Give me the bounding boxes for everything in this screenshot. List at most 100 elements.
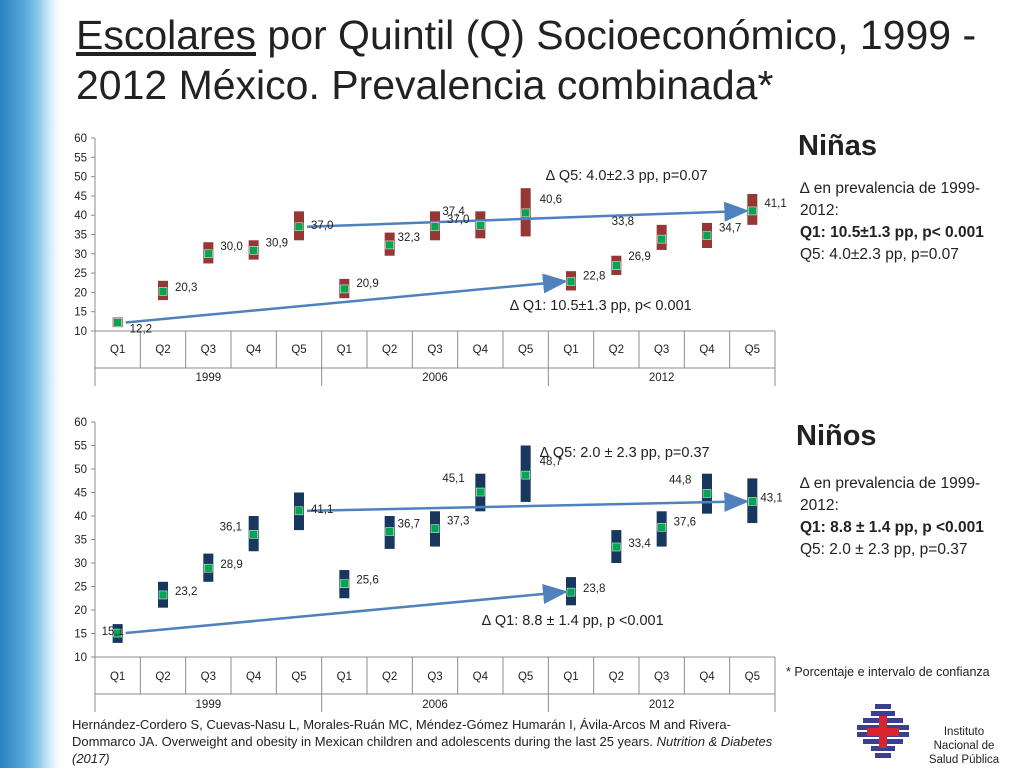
y-tick-label: 15 [74,307,87,319]
data-label: 33,4 [628,538,651,550]
annotation-q1: ∆ Q1: 10.5±1.3 pp, p< 0.001 [510,298,692,314]
x-group-label: 1999 [196,372,222,384]
y-tick-label: 35 [74,535,87,547]
x-tick-label: Q4 [246,671,262,683]
data-label: 25,6 [356,575,378,587]
trend-arrow-q1 [125,273,568,324]
data-point [702,231,712,240]
x-tick-label: Q5 [745,344,760,356]
data-label: 37,4 [442,206,465,218]
x-tick-label: Q1 [337,671,352,683]
data-point [566,277,576,286]
x-tick-label: Q5 [518,671,533,683]
y-tick-label: 15 [74,629,87,641]
panel-title-ninos: Niños [796,420,877,452]
data-label: 23,8 [583,583,605,595]
y-tick-label: 45 [74,488,87,500]
y-tick-label: 50 [74,172,87,184]
x-tick-label: Q1 [563,671,578,683]
data-label: 41,1 [311,504,333,516]
y-tick-label: 30 [74,558,87,570]
annotation-q1: ∆ Q1: 8.8 ± 1.4 pp, p <0.001 [482,613,664,629]
data-label: 28,9 [220,559,242,571]
logo-text: Instituto Nacional de Salud Pública [928,726,1000,766]
data-label: 37,6 [674,516,696,528]
y-tick-label: 40 [74,210,87,222]
data-label: 23,2 [175,586,197,598]
data-label: 37,0 [311,220,333,232]
data-point [748,497,757,506]
data-label: 33,8 [612,216,634,228]
note-ninas-line1: ∆ en prevalencia de 1999-2012: [800,180,981,219]
data-label: 48,7 [540,456,562,468]
chart-ninas: 60 55 50 45 40 35 30 25 20 15 10 Q1 Q2 Q3 Q4 Q5 Q1 Q2 Q3 Q4… [74,133,787,386]
slide-title-underlined: Escolares [76,12,257,58]
data-point [294,222,304,232]
data-label: 36,1 [220,521,242,533]
data-point [158,590,168,600]
data-point [113,628,122,638]
data-point [204,563,213,573]
note-ninas-line3: Q5: 4.0±2.3 pp, p=0.07 [800,246,959,263]
x-tick-label: Q1 [337,344,352,356]
x-tick-label: Q5 [291,671,306,683]
slide-title-rest: por Quintil (Q) Socioeconómico, 1999 - 2… [76,12,977,108]
data-point [158,286,168,296]
data-point [476,220,485,230]
x-tick-label: Q2 [382,344,397,356]
data-label: 26,9 [628,251,650,263]
data-point [612,542,621,552]
x-tick-label: Q3 [654,671,669,683]
data-point [340,579,349,588]
trend-arrow-q1 [125,584,568,635]
annotation-q5: ∆ Q5: 2.0 ± 2.3 pp, p=0.37 [540,445,710,461]
x-tick-label: Q3 [427,344,442,356]
citation-text: Hernández-Cordero S, Cuevas-Nasu L, Mora… [72,717,731,749]
data-label: 22,8 [583,271,605,283]
y-tick-label: 30 [74,249,87,261]
x-tick-label: Q4 [473,344,489,356]
slide-title: Escolares por Quintil (Q) Socioeconómico… [76,10,1006,110]
data-point [294,506,304,516]
panel-title-ninas: Niñas [798,130,877,162]
data-point [748,206,757,216]
x-tick-label: Q3 [201,671,216,683]
data-label: 34,7 [719,223,741,235]
y-tick-label: 40 [74,511,87,523]
data-point [113,318,122,327]
footnote: * Porcentaje e intervalo de confianza [786,665,990,679]
data-label: 12,2 [130,324,152,336]
x-tick-label: Q2 [155,671,170,683]
data-label: 37,3 [447,516,469,528]
x-tick-label: Q1 [110,671,125,683]
x-tick-label: Q1 [110,344,125,356]
x-tick-label: Q3 [427,671,442,683]
data-point [476,487,485,497]
x-tick-label: Q3 [201,344,216,356]
y-tick-label: 55 [74,152,87,164]
data-point [612,261,621,271]
note-ninos-line2: Q1: 8.8 ± 1.4 pp, p <0.001 [800,519,984,536]
x-tick-label: Q2 [382,671,397,683]
data-label: 43,1 [760,492,782,504]
trend-arrow-q5 [306,491,750,513]
citation: Hernández-Cordero S, Cuevas-Nasu L, Mora… [72,716,792,767]
x-tick-label: Q5 [745,671,760,683]
x-group-label: 1999 [196,699,222,711]
data-point [430,524,440,533]
data-point [702,489,712,498]
x-group-label: 2012 [649,372,675,384]
x-tick-label: Q1 [563,344,578,356]
x-tick-label: Q4 [473,671,489,683]
data-label: 41,1 [764,198,786,210]
data-label: 32,3 [398,232,420,244]
x-tick-label: Q2 [155,344,170,356]
note-ninos-line1: ∆ en prevalencia de 1999-2012: [800,475,981,514]
note-ninos: ∆ en prevalencia de 1999-2012: Q1: 8.8 ±… [800,473,1018,561]
note-ninas: ∆ en prevalencia de 1999-2012: Q1: 10.5±… [800,178,1018,266]
data-label: 20,3 [175,282,197,294]
y-tick-label: 50 [74,464,87,476]
decorative-side-band [0,0,62,768]
citation-journal: Nutrition & Diabetes (2017) [72,734,773,766]
x-tick-label: Q4 [246,344,262,356]
